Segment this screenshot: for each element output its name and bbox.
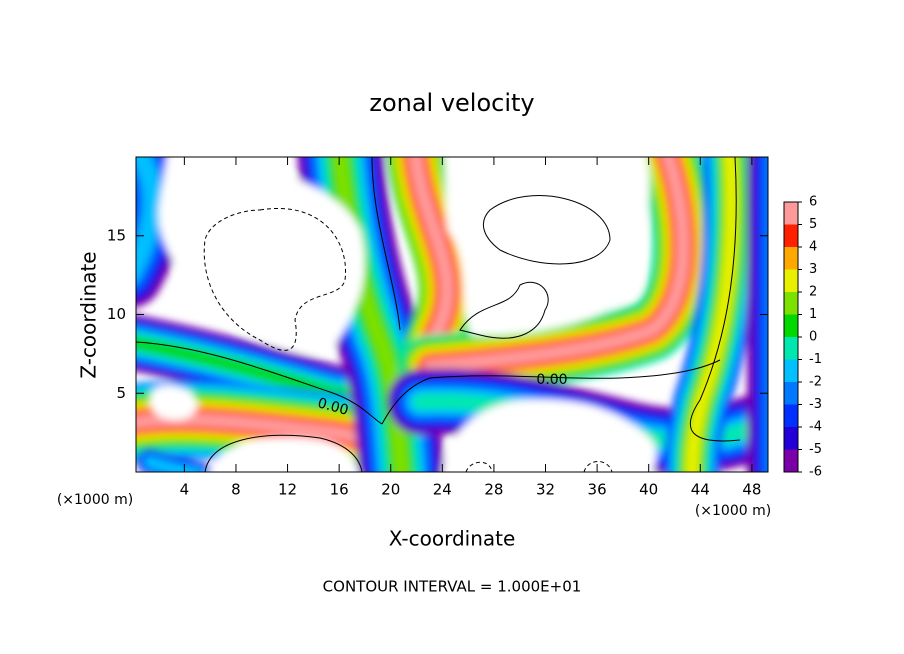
colorbar-label: 0 — [809, 330, 817, 345]
field — [136, 157, 768, 472]
x-tick-label: 48 — [742, 481, 761, 499]
y-tick-label: 5 — [116, 384, 126, 402]
y-tick-label: 15 — [107, 226, 126, 244]
colorbar-label: -1 — [809, 352, 822, 367]
colorbar-bin — [784, 292, 798, 315]
colorbar-label: -3 — [809, 397, 822, 412]
contour-line — [371, 157, 401, 331]
colorbar-bin — [784, 247, 798, 270]
field-region — [209, 437, 359, 472]
chart-title: zonal velocity — [369, 89, 534, 117]
colorbar-label: 5 — [809, 217, 817, 232]
colorbar-label: 3 — [809, 262, 817, 277]
y-axis-label: Z-coordinate — [77, 251, 101, 378]
field-band — [144, 456, 206, 472]
colorbar-bin — [784, 269, 798, 292]
y-tick-label: 10 — [107, 305, 126, 323]
x-tick-label: 16 — [330, 481, 349, 499]
contour-line — [482, 195, 611, 265]
x-tick-label: 36 — [588, 481, 607, 499]
colorbar-label: -2 — [809, 375, 822, 390]
x-axis-unit: (×1000 m) — [695, 503, 771, 519]
field-band — [136, 157, 162, 282]
y-axis-unit: (×1000 m) — [57, 492, 133, 508]
colorbar-label: -5 — [809, 442, 822, 457]
x-tick-label: 40 — [639, 481, 658, 499]
contour-label: 0.00 — [536, 372, 567, 388]
field-band — [423, 157, 691, 373]
field-region — [444, 157, 650, 336]
colorbar-label: -4 — [809, 420, 822, 435]
colorbar-bin — [784, 359, 798, 382]
colorbar-bin — [784, 202, 798, 225]
contour-label: 0.00 — [316, 395, 350, 419]
colorbar: -6 -5 -4 -3 -2 -1 0 1 2 3 4 5 6 — [783, 195, 822, 480]
x-tick-label: 12 — [278, 481, 297, 499]
contour-line — [204, 434, 363, 472]
x-tick-label: 24 — [433, 481, 452, 499]
x-tick-label: 44 — [691, 481, 710, 499]
contour-line — [203, 208, 347, 351]
colorbar-bin — [784, 314, 798, 337]
x-axis-label: X-coordinate — [389, 527, 516, 551]
colorbar-label: 1 — [809, 307, 817, 322]
x-tick-label: 28 — [484, 481, 503, 499]
contour-line — [465, 461, 493, 472]
field-region — [150, 385, 198, 420]
x-tick-label: 8 — [231, 481, 241, 499]
colorbar-bin — [784, 337, 798, 360]
x-tick-label: 20 — [381, 481, 400, 499]
colorbar-bin — [784, 404, 798, 427]
field-region — [442, 399, 657, 472]
colorbar-bin — [784, 224, 798, 247]
contour-line — [459, 281, 549, 339]
contour-line — [690, 157, 741, 442]
colorbar-label: 2 — [809, 285, 817, 300]
colorbar-bin — [784, 382, 798, 405]
x-tick-label: 32 — [536, 481, 555, 499]
colorbar-bin — [784, 449, 798, 472]
x-tick-label: 4 — [180, 481, 190, 499]
footnote: CONTOUR INTERVAL = 1.000E+01 — [323, 578, 582, 596]
contour-line — [583, 461, 613, 472]
colorbar-label: 4 — [809, 240, 817, 255]
colorbar-label: 6 — [809, 195, 817, 210]
contour-line — [136, 341, 383, 425]
contour-line — [381, 359, 721, 425]
colorbar-bin — [784, 427, 798, 450]
contour-lines — [136, 157, 741, 472]
colorbar-label: -6 — [809, 465, 822, 480]
field-region — [158, 157, 365, 353]
filled-contours — [136, 157, 768, 472]
